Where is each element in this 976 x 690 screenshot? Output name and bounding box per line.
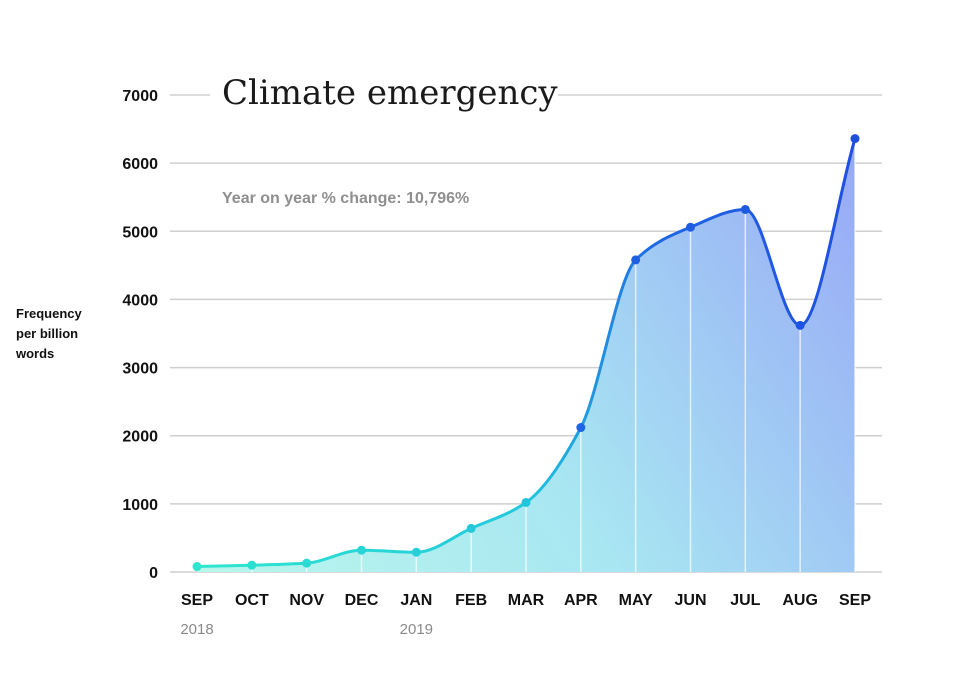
- y-axis-label: Frequency per billion words: [15, 306, 83, 361]
- x-tick-label: OCT: [235, 592, 269, 609]
- y-axis-label-line-1: Frequency: [16, 306, 83, 321]
- data-point: [247, 560, 257, 570]
- x-tick-label: DEC: [345, 592, 379, 609]
- y-tick-label: 5000: [122, 224, 158, 241]
- data-point: [850, 134, 860, 144]
- x-tick-label: AUG: [782, 592, 818, 609]
- y-axis-label-line-3: words: [15, 346, 54, 361]
- x-tick-label: JUN: [674, 592, 706, 609]
- data-point: [795, 320, 805, 330]
- year-label: 2019: [400, 621, 433, 638]
- data-point: [686, 222, 695, 232]
- data-point: [521, 497, 531, 507]
- data-point: [740, 204, 750, 214]
- data-point: [411, 547, 421, 557]
- chart-title: Climate emergency: [222, 73, 558, 113]
- data-point: [466, 523, 476, 533]
- x-tick-label: NOV: [289, 592, 324, 609]
- y-tick-label: 4000: [122, 292, 158, 309]
- year-label: 2018: [180, 621, 213, 638]
- y-tick-label: 3000: [122, 361, 158, 378]
- gridlines: [170, 94, 882, 573]
- y-tick-label: 6000: [122, 156, 158, 173]
- y-tick-label: 1000: [122, 497, 158, 514]
- data-point: [576, 423, 586, 433]
- y-tick-label: 7000: [122, 88, 158, 105]
- chart-subtitle: Year on year % change: 10,796%: [222, 190, 469, 207]
- line-layer: [195, 137, 857, 569]
- series-line: [195, 137, 857, 569]
- y-axis-label-line-2: per billion: [16, 326, 78, 341]
- x-tick-label: SEP: [839, 592, 871, 609]
- data-point: [302, 558, 312, 568]
- x-tick-label: FEB: [455, 592, 487, 609]
- data-points: [192, 134, 860, 572]
- data-point: [192, 562, 202, 572]
- y-tick-label: 2000: [122, 429, 158, 446]
- x-tick-label: JAN: [400, 592, 432, 609]
- title-background: [210, 70, 558, 120]
- x-tick-label: MAY: [619, 592, 653, 609]
- x-tick-label: SEP: [181, 592, 213, 609]
- data-point: [631, 255, 641, 265]
- x-tick-label: JUL: [730, 592, 760, 609]
- x-tick-label: APR: [564, 592, 598, 609]
- y-tick-label: 0: [149, 565, 158, 582]
- x-tick-label: MAR: [508, 592, 545, 609]
- data-point: [357, 545, 366, 555]
- x-axis-ticks: SEP OCT NOV DEC JAN FEB MAR APR MAY JUN JUL AUG SEP 2…: [180, 592, 871, 638]
- y-axis-ticks: 0 1000 2000 3000 4000 5000 6000 7000: [122, 88, 158, 582]
